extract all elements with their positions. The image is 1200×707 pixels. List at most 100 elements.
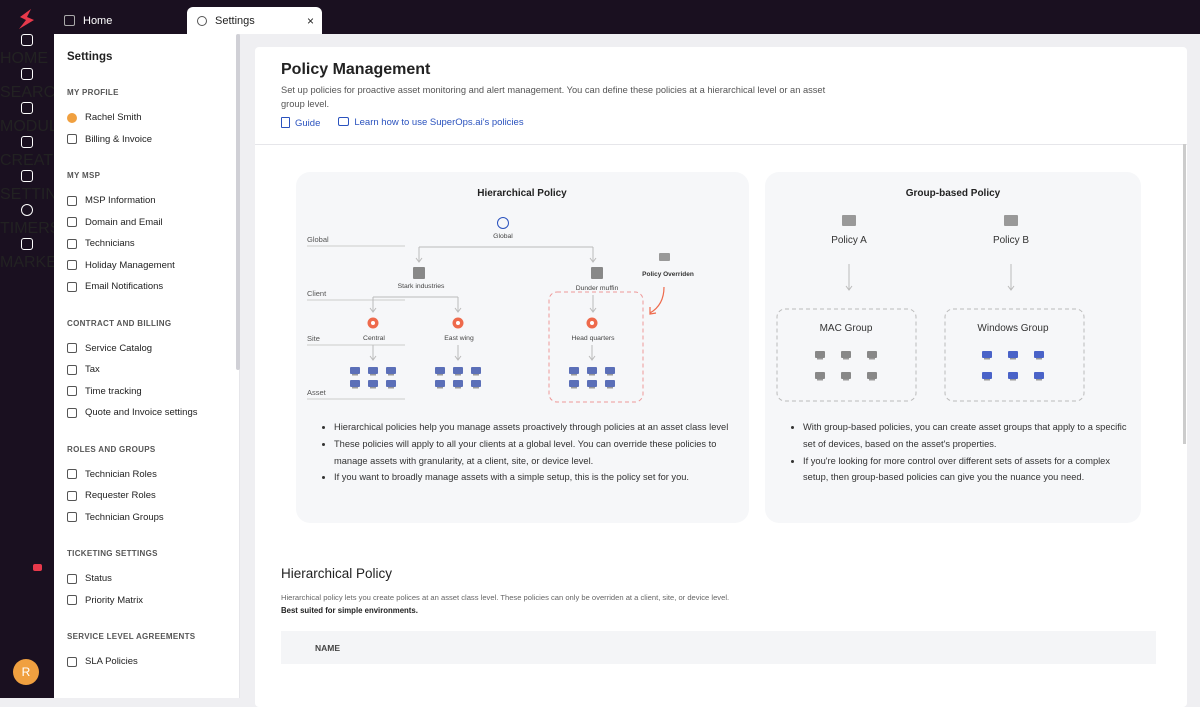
- device-icon: [368, 367, 378, 374]
- page-description: Set up policies for proactive asset moni…: [281, 85, 826, 109]
- device-icon: [587, 367, 597, 374]
- sidebar-item[interactable]: Technician Roles: [67, 464, 239, 486]
- device-icon: [435, 380, 445, 387]
- rail-item[interactable]: TIMERS: [0, 204, 60, 238]
- section-heading: SERVICE LEVEL AGREEMENTS: [67, 632, 196, 641]
- tab-active[interactable]: Settings ×: [187, 7, 322, 34]
- pin-dot: [456, 321, 460, 325]
- item-icon: [67, 490, 77, 501]
- arrow-head: [845, 285, 853, 291]
- item-icon: [67, 217, 77, 228]
- device-icon: [1034, 372, 1044, 379]
- item-label: Billing & Invoice: [85, 133, 153, 145]
- sidebar-section: ROLES AND GROUPS Technician Roles Requeste…: [67, 445, 239, 529]
- device-icon: [569, 367, 579, 374]
- rail-icon: [21, 102, 33, 114]
- arrow-head: [589, 307, 597, 313]
- rail-label: TIMERS: [0, 220, 61, 237]
- video-link[interactable]: Learn how to use SuperOps.ai's policies: [338, 117, 524, 129]
- avatar[interactable]: R: [13, 659, 39, 685]
- item-label: Technician Groups: [85, 511, 164, 523]
- arrow-head: [454, 307, 462, 313]
- pin-dot: [371, 321, 375, 325]
- item-icon: [67, 595, 77, 606]
- scrollbar[interactable]: [1183, 144, 1186, 444]
- hierarchical-bullets: Hierarchical policies help you manage as…: [318, 419, 730, 486]
- rail-label: CREATE: [0, 152, 64, 169]
- device-icon: [453, 380, 463, 387]
- rail-item[interactable]: SEARCH: [0, 68, 67, 102]
- device-stand: [843, 358, 849, 360]
- device-stand: [455, 387, 461, 389]
- sidebar-item[interactable]: Billing & Invoice: [67, 129, 239, 151]
- close-icon[interactable]: ×: [306, 13, 314, 28]
- diagram-label: Group-based Policy: [906, 188, 1001, 199]
- device-icon: [1034, 351, 1044, 358]
- sidebar-item[interactable]: Priority Matrix: [67, 590, 239, 612]
- rail-item[interactable]: CREATE: [0, 136, 64, 170]
- sidebar-item[interactable]: Rachel Smith: [67, 107, 239, 129]
- diagram-label: East wing: [444, 335, 474, 342]
- section-heading: TICKETING SETTINGS: [67, 549, 158, 558]
- item-label: Holiday Management: [85, 259, 175, 271]
- device-icon: [1008, 351, 1018, 358]
- bullet: If you're looking for more control over …: [803, 453, 1127, 487]
- group-bullets: With group-based policies, you can creat…: [787, 419, 1127, 486]
- item-icon: [67, 407, 77, 418]
- arrow-head: [454, 355, 462, 361]
- device-icon: [867, 351, 877, 358]
- diagram-label: Policy Overriden: [642, 271, 694, 278]
- sidebar-item[interactable]: Time tracking: [67, 381, 239, 403]
- device-icon: [605, 380, 615, 387]
- device-stand: [817, 358, 823, 360]
- sidebar-item[interactable]: MSP Information: [67, 190, 239, 212]
- sidebar-item[interactable]: Technician Groups: [67, 507, 239, 529]
- bullet: These policies will apply to all your cl…: [334, 436, 730, 470]
- device-stand: [589, 387, 595, 389]
- device-stand: [571, 387, 577, 389]
- sidebar-section: MY MSP MSP Information Domain and Email Tec…: [67, 171, 239, 298]
- override-box: [548, 291, 644, 403]
- sidebar-item[interactable]: Email Notifications: [67, 276, 239, 298]
- guide-link[interactable]: Guide: [281, 117, 320, 129]
- device-stand: [388, 374, 394, 376]
- item-label: MSP Information: [85, 195, 156, 207]
- sidebar-item[interactable]: Holiday Management: [67, 255, 239, 277]
- section-title: Hierarchical Policy: [281, 566, 393, 581]
- globe-icon: [497, 217, 509, 229]
- item-label: Technicians: [85, 238, 135, 250]
- device-stand: [473, 387, 479, 389]
- device-icon: [841, 351, 851, 358]
- sidebar-item[interactable]: Domain and Email: [67, 212, 239, 234]
- diagram-label: Head quarters: [571, 335, 615, 342]
- device-stand: [1036, 358, 1042, 360]
- logo[interactable]: [14, 7, 40, 33]
- settings-sidebar: Settings MY PROFILE Rachel Smith Billing & …: [54, 34, 240, 698]
- device-stand: [388, 387, 394, 389]
- device-icon: [815, 372, 825, 379]
- diagram-label: Client: [307, 289, 327, 298]
- item-label: Email Notifications: [85, 281, 164, 293]
- diagram-label: Policy A: [831, 235, 867, 246]
- sidebar-item[interactable]: SLA Policies: [67, 651, 239, 673]
- table-header: NAME: [281, 631, 1156, 664]
- sidebar-item[interactable]: Technicians: [67, 233, 239, 255]
- sidebar-item[interactable]: Quote and Invoice settings: [67, 402, 239, 424]
- rail-icon: [21, 170, 33, 182]
- arrow-head: [369, 355, 377, 361]
- item-icon: [67, 134, 77, 145]
- rail-icon: [21, 238, 33, 250]
- sidebar-item[interactable]: Status: [67, 568, 239, 590]
- sidebar-item[interactable]: Requester Roles: [67, 485, 239, 507]
- section-note: Best suited for simple environments.: [281, 606, 418, 615]
- section-heading: CONTRACT AND BILLING: [67, 318, 172, 328]
- tab[interactable]: Home: [54, 7, 184, 34]
- override-icon: [659, 253, 670, 261]
- scrollbar[interactable]: [236, 34, 240, 370]
- sidebar-item[interactable]: Tax: [67, 359, 239, 381]
- sidebar-item[interactable]: Service Catalog: [67, 338, 239, 360]
- page-title: Policy Management: [281, 61, 431, 78]
- rail-item[interactable]: HOME: [0, 34, 54, 68]
- override-arrow: [649, 286, 665, 315]
